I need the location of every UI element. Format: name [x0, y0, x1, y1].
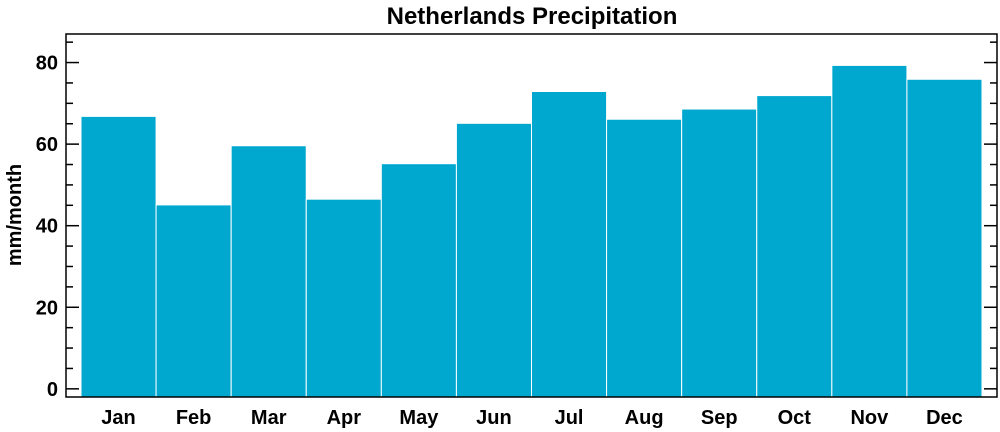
y-axis-label: mm/month [4, 164, 26, 266]
x-tick-label-dec: Dec [926, 407, 963, 429]
bar-jul [531, 91, 608, 398]
y-tick-label-0: 0 [47, 379, 58, 401]
plot-frame [65, 33, 998, 398]
chart-title: Netherlands Precipitation [387, 3, 678, 30]
bar-jan [80, 115, 157, 398]
y-tick-label-80: 80 [36, 53, 58, 75]
x-tick-label-jun: Jun [476, 407, 512, 429]
y-tick-label-20: 20 [36, 297, 58, 319]
x-tick-label-may: May [399, 407, 439, 429]
bars-group [80, 64, 983, 398]
bar-feb [155, 204, 232, 398]
x-tick-label-sep: Sep [701, 407, 738, 429]
bar-aug [606, 118, 683, 398]
x-tick-label-oct: Oct [778, 407, 812, 429]
x-tick-label-apr: Apr [327, 407, 362, 429]
x-tick-label-feb: Feb [176, 407, 212, 429]
bar-oct [756, 95, 833, 398]
bar-may [380, 163, 457, 398]
x-tick-label-jul: Jul [555, 407, 584, 429]
x-tick-label-aug: Aug [625, 407, 664, 429]
x-axis-labels: Jan Feb Mar Apr May Jun Jul Aug Sep Oct Nov Dec [101, 407, 963, 429]
x-tick-label-jan: Jan [101, 407, 135, 429]
y-axis-ticks: 0 20 40 60 80 [36, 41, 997, 401]
bar-mar [230, 145, 307, 398]
y-tick-label-40: 40 [36, 216, 58, 238]
bar-nov [831, 64, 908, 398]
x-tick-label-mar: Mar [251, 407, 287, 429]
x-tick-label-nov: Nov [850, 407, 889, 429]
bar-sep [681, 108, 758, 398]
bar-apr [305, 198, 382, 398]
bar-dec [906, 78, 983, 398]
bar-jun [455, 122, 532, 398]
y-tick-label-60: 60 [36, 134, 58, 156]
